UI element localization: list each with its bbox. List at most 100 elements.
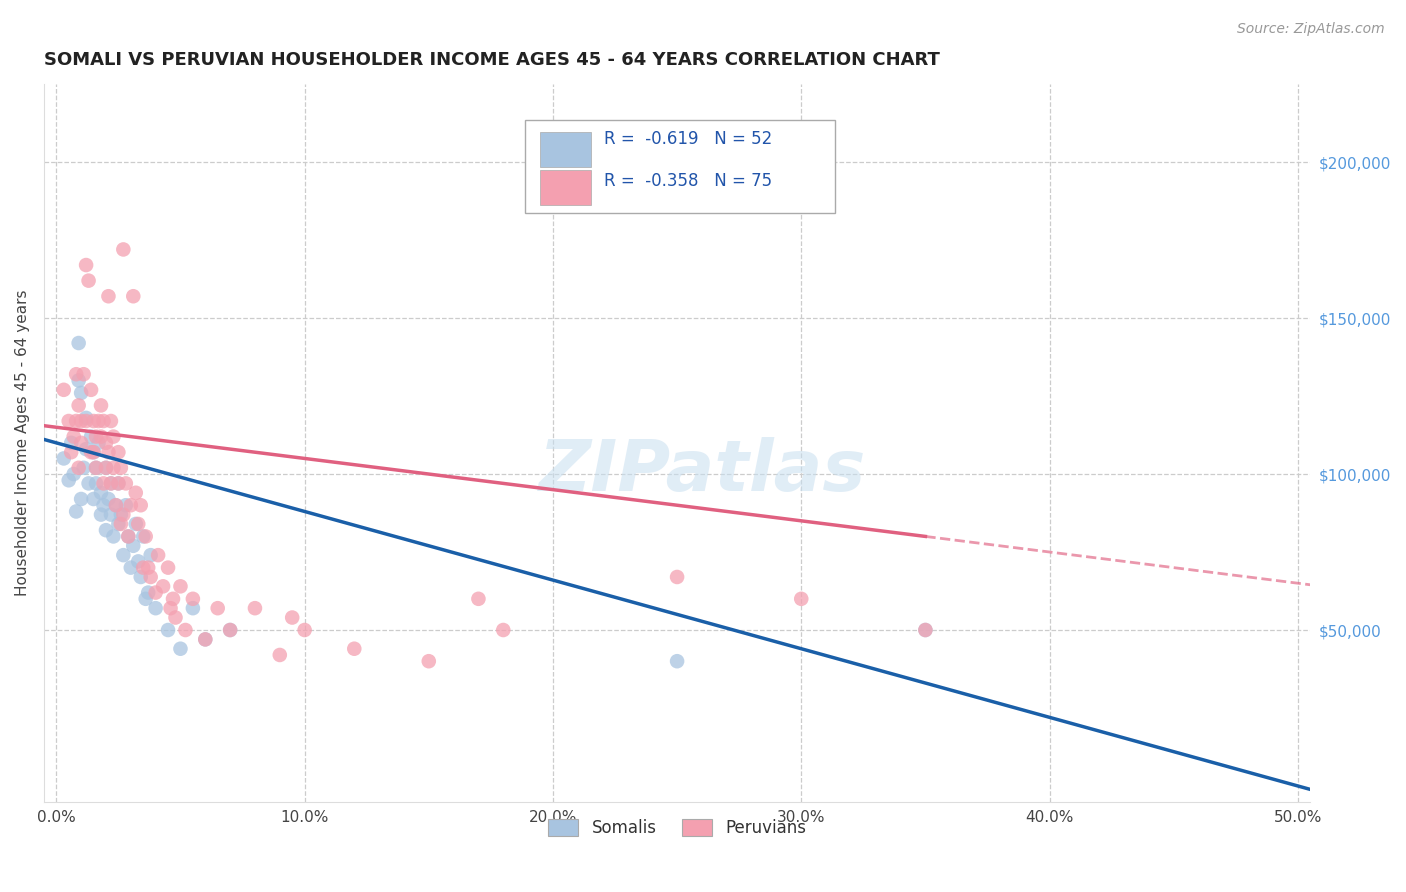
- Text: R =  -0.358   N = 75: R = -0.358 N = 75: [603, 171, 772, 190]
- Point: [94, 435, 117, 450]
- Point: [219, 623, 242, 637]
- Point: [207, 601, 229, 615]
- Point: [107, 445, 129, 459]
- Point: [269, 648, 291, 662]
- Point: [122, 539, 145, 553]
- Point: [666, 570, 689, 584]
- Point: [122, 289, 145, 303]
- Point: [136, 585, 159, 599]
- Point: [62, 429, 84, 443]
- Point: [97, 445, 120, 459]
- Point: [117, 529, 139, 543]
- Point: [165, 610, 187, 624]
- Point: [58, 414, 80, 428]
- Point: [75, 414, 97, 428]
- Point: [112, 243, 135, 257]
- Point: [125, 485, 148, 500]
- Point: [666, 654, 689, 668]
- Point: [90, 485, 112, 500]
- Point: [90, 429, 112, 443]
- Point: [107, 476, 129, 491]
- Text: SOMALI VS PERUVIAN HOUSEHOLDER INCOME AGES 45 - 64 YEARS CORRELATION CHART: SOMALI VS PERUVIAN HOUSEHOLDER INCOME AG…: [44, 51, 939, 69]
- Point: [65, 368, 87, 382]
- Point: [125, 516, 148, 531]
- Legend: Somalis, Peruvians: Somalis, Peruvians: [541, 812, 813, 844]
- Point: [94, 460, 117, 475]
- Point: [100, 414, 122, 428]
- Point: [94, 460, 117, 475]
- Point: [117, 529, 139, 543]
- Point: [343, 641, 366, 656]
- Point: [100, 476, 122, 491]
- Point: [127, 516, 149, 531]
- Point: [70, 435, 93, 450]
- Point: [294, 623, 316, 637]
- Point: [181, 601, 204, 615]
- Point: [107, 476, 129, 491]
- Point: [139, 570, 162, 584]
- Point: [135, 591, 157, 606]
- Point: [103, 429, 125, 443]
- Point: [70, 491, 93, 506]
- Point: [65, 504, 87, 518]
- Point: [281, 610, 304, 624]
- Point: [60, 445, 83, 459]
- Point: [70, 386, 93, 401]
- Point: [114, 476, 136, 491]
- Point: [132, 560, 155, 574]
- Point: [129, 498, 152, 512]
- Point: [75, 410, 97, 425]
- Point: [58, 473, 80, 487]
- Point: [60, 435, 83, 450]
- Point: [67, 336, 90, 351]
- Point: [97, 289, 120, 303]
- Point: [83, 414, 105, 428]
- Point: [70, 414, 93, 428]
- Point: [93, 414, 115, 428]
- Text: R =  -0.619   N = 52: R = -0.619 N = 52: [603, 130, 772, 148]
- Point: [194, 632, 217, 647]
- Point: [75, 442, 97, 456]
- Point: [83, 445, 105, 459]
- Point: [87, 435, 110, 450]
- Point: [157, 623, 180, 637]
- Point: [132, 529, 155, 543]
- Point: [72, 460, 94, 475]
- Point: [135, 529, 157, 543]
- Point: [110, 460, 132, 475]
- Point: [62, 467, 84, 481]
- Point: [159, 601, 181, 615]
- FancyBboxPatch shape: [540, 170, 591, 204]
- Point: [127, 554, 149, 568]
- Point: [114, 498, 136, 512]
- Point: [914, 623, 936, 637]
- Point: [80, 445, 103, 459]
- Point: [914, 623, 936, 637]
- FancyBboxPatch shape: [540, 132, 591, 167]
- Point: [103, 529, 125, 543]
- Point: [67, 399, 90, 413]
- Point: [146, 548, 169, 562]
- Point: [97, 491, 120, 506]
- Point: [90, 399, 112, 413]
- Point: [103, 460, 125, 475]
- Point: [145, 585, 167, 599]
- Point: [80, 383, 103, 397]
- Point: [107, 516, 129, 531]
- Point: [152, 579, 174, 593]
- Point: [84, 476, 107, 491]
- Point: [90, 508, 112, 522]
- Point: [75, 258, 97, 272]
- Point: [52, 383, 75, 397]
- Point: [110, 508, 132, 522]
- Point: [104, 498, 127, 512]
- Point: [112, 548, 135, 562]
- Y-axis label: Householder Income Ages 45 - 64 years: Householder Income Ages 45 - 64 years: [15, 290, 30, 596]
- Point: [80, 429, 103, 443]
- Point: [84, 460, 107, 475]
- Point: [492, 623, 515, 637]
- Point: [77, 476, 100, 491]
- Point: [120, 560, 142, 574]
- Point: [65, 414, 87, 428]
- Point: [83, 491, 105, 506]
